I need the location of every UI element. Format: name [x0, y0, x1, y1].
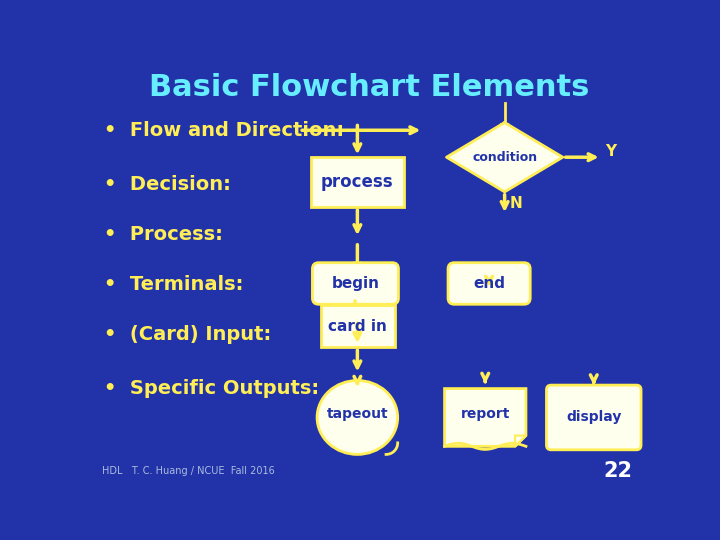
Text: •  (Card) Input:: • (Card) Input: — [104, 325, 271, 344]
Polygon shape — [446, 123, 563, 192]
Polygon shape — [515, 436, 526, 447]
Text: card in: card in — [328, 319, 387, 334]
FancyBboxPatch shape — [311, 157, 404, 207]
Text: end: end — [473, 276, 505, 291]
Text: tapeout: tapeout — [327, 407, 388, 421]
Text: process: process — [321, 173, 394, 191]
Polygon shape — [386, 443, 397, 455]
Text: 22: 22 — [603, 461, 632, 481]
Text: •  Flow and Direction:: • Flow and Direction: — [104, 121, 344, 140]
Text: •  Process:: • Process: — [104, 225, 222, 244]
Text: condition: condition — [472, 151, 537, 164]
Text: Basic Flowchart Elements: Basic Flowchart Elements — [149, 73, 589, 103]
Text: HDL   T. C. Huang / NCUE  Fall 2016: HDL T. C. Huang / NCUE Fall 2016 — [102, 467, 274, 476]
FancyBboxPatch shape — [321, 305, 395, 347]
Text: display: display — [566, 410, 621, 424]
Polygon shape — [444, 389, 526, 447]
Text: report: report — [461, 407, 510, 421]
FancyBboxPatch shape — [312, 262, 398, 304]
Ellipse shape — [317, 381, 397, 455]
Text: •  Terminals:: • Terminals: — [104, 275, 243, 294]
Text: •  Specific Outputs:: • Specific Outputs: — [104, 379, 319, 397]
Text: Y: Y — [606, 144, 616, 159]
Text: N: N — [509, 196, 522, 211]
Text: •  Decision:: • Decision: — [104, 174, 231, 194]
FancyBboxPatch shape — [448, 262, 530, 304]
Text: begin: begin — [331, 276, 379, 291]
FancyBboxPatch shape — [546, 385, 641, 450]
